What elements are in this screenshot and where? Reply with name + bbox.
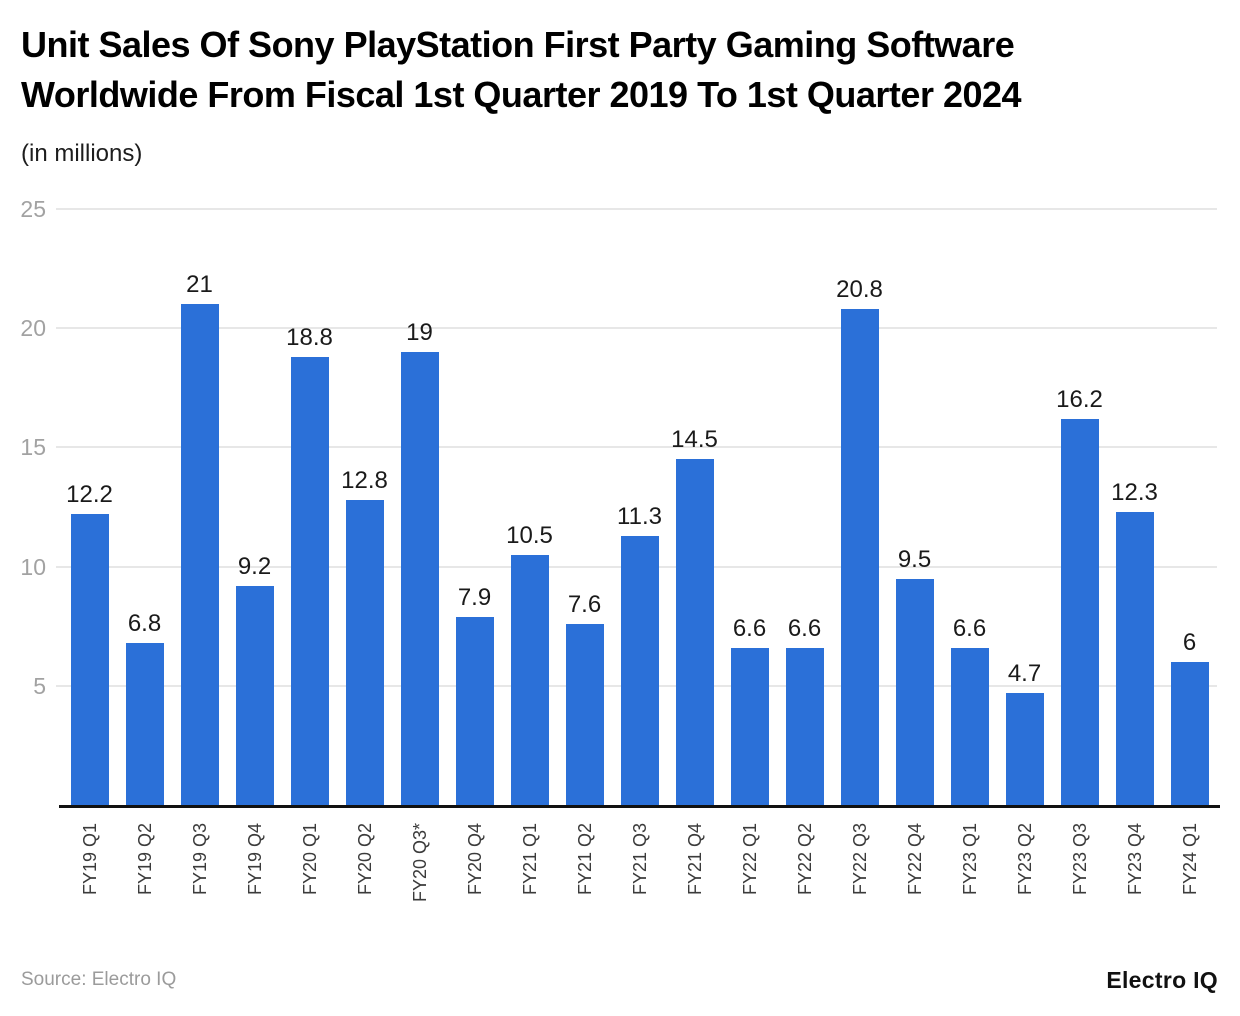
- x-axis-tick-label: FY22 Q2: [794, 823, 815, 896]
- bar: [1170, 661, 1209, 805]
- x-axis-tick-label: FY19 Q3: [189, 823, 210, 896]
- x-axis-tick-label: FY19 Q2: [134, 823, 155, 896]
- bar-value-label: 6.8: [127, 609, 162, 637]
- bar: [235, 585, 274, 805]
- gridline: [56, 208, 1217, 210]
- x-axis-tick-label: FY20 Q2: [354, 823, 375, 896]
- bar-value-label: 10.5: [506, 521, 553, 549]
- bar: [1115, 511, 1154, 805]
- bar-value-label: 6.6: [732, 614, 767, 642]
- x-axis-tick-label: FY24 Q1: [1179, 823, 1200, 896]
- bar: [1060, 418, 1099, 805]
- bar-value-label: 4.7: [1007, 659, 1042, 687]
- gridline: [56, 446, 1217, 449]
- bar: [125, 642, 164, 805]
- bar-value-label: 11.3: [617, 502, 662, 530]
- bar: [675, 459, 714, 805]
- bar: [70, 514, 109, 805]
- bar: [565, 623, 604, 805]
- bar-value-label: 21: [186, 271, 213, 299]
- brand-logo: Electro IQ: [1106, 967, 1218, 993]
- x-axis-tick-label: FY22 Q4: [904, 823, 925, 896]
- x-axis-tick-label: FY19 Q1: [79, 823, 100, 896]
- x-axis-line: [59, 805, 1220, 808]
- chart-title: Unit Sales Of Sony PlayStation First Par…: [21, 20, 1022, 120]
- bar-value-label: 12.2: [66, 481, 113, 509]
- bar: [895, 578, 934, 805]
- bar-value-label: 9.2: [237, 552, 272, 580]
- bar: [180, 304, 219, 805]
- source-label: Source: Electro IQ: [21, 969, 177, 990]
- y-axis-tick-label: 20: [20, 315, 46, 342]
- bar-value-label: 18.8: [286, 323, 333, 351]
- y-axis-tick-label: 10: [20, 553, 46, 580]
- gridline: [56, 327, 1217, 330]
- bar: [510, 554, 549, 805]
- bar: [620, 535, 659, 805]
- x-axis-tick-label: FY23 Q2: [1014, 823, 1035, 896]
- bar-value-label: 20.8: [836, 276, 883, 304]
- bar-value-label: 16.2: [1056, 385, 1103, 413]
- x-axis-tick-label: FY21 Q3: [629, 823, 650, 896]
- bar-value-label: 12.8: [341, 466, 388, 494]
- bar: [730, 647, 769, 805]
- chart-subtitle: (in millions): [21, 140, 143, 167]
- x-axis-tick-label: FY23 Q4: [1124, 823, 1145, 896]
- x-axis-tick-label: FY23 Q1: [959, 823, 980, 896]
- chart-title-line2: Worldwide From Fiscal 1st Quarter 2019 T…: [21, 74, 1022, 115]
- x-axis-tick-label: FY22 Q1: [739, 823, 760, 896]
- y-axis-tick-label: 25: [20, 196, 46, 222]
- bar: [290, 356, 329, 805]
- bar-value-label: 19: [406, 319, 433, 347]
- bar-value-label: 12.3: [1111, 478, 1158, 506]
- x-axis-tick-label: FY21 Q1: [519, 823, 540, 896]
- bar: [455, 616, 494, 805]
- bar-value-label: 6.6: [952, 614, 987, 642]
- bar: [1005, 692, 1044, 805]
- x-axis-tick-label: FY20 Q1: [299, 823, 320, 896]
- bar-value-label: 6: [1182, 628, 1197, 656]
- bar-value-label: 14.5: [671, 426, 718, 454]
- x-axis-tick-label: FY23 Q3: [1069, 823, 1090, 896]
- x-axis-tick-label: FY21 Q2: [574, 823, 595, 896]
- x-axis-tick-label: FY21 Q4: [684, 823, 705, 896]
- bar: [400, 352, 439, 805]
- bar-value-label: 7.9: [457, 583, 492, 611]
- bar: [840, 309, 879, 805]
- x-axis-tick-label: FY20 Q4: [464, 823, 485, 896]
- y-axis-tick-label: 15: [20, 434, 46, 461]
- x-axis-tick-label: FY22 Q3: [849, 823, 870, 896]
- bar: [950, 647, 989, 805]
- bar-value-label: 9.5: [897, 545, 932, 573]
- x-axis-tick-label: FY20 Q3*: [409, 823, 430, 903]
- bar-value-label: 7.6: [567, 590, 602, 618]
- x-axis-tick-label: FY19 Q4: [244, 823, 265, 896]
- bar: [345, 499, 384, 805]
- bar-value-label: 6.6: [787, 614, 822, 642]
- bar: [785, 647, 824, 805]
- y-axis-tick-label: 5: [33, 672, 46, 699]
- chart-title-line1: Unit Sales Of Sony PlayStation First Par…: [21, 24, 1015, 65]
